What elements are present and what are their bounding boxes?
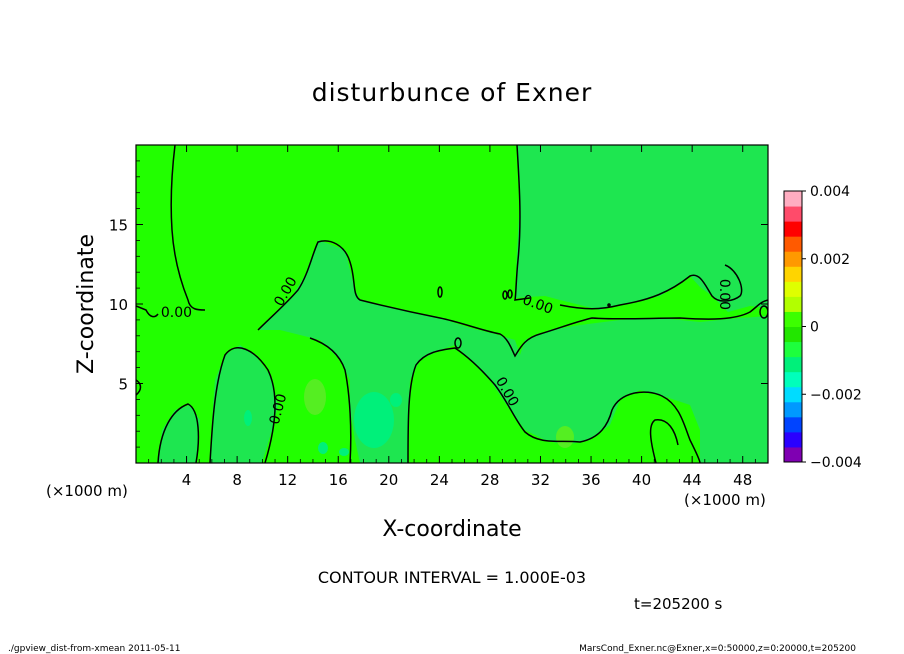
y-axis: 5 10 15 — [109, 160, 768, 448]
colorbar-tick-label: 0.004 — [810, 184, 850, 200]
colorbar-segment — [784, 296, 802, 312]
y-tick-label: 15 — [109, 217, 128, 235]
shade-region-upper-right — [515, 145, 768, 312]
contour-line-left-vertical — [170, 145, 206, 311]
colorbar-segment — [784, 431, 802, 448]
colorbar-tick-label: −0.004 — [810, 455, 862, 471]
x-tick-label: 40 — [632, 471, 651, 489]
y-tick-label: 10 — [109, 296, 128, 314]
x-axis-unit-right: (×1000 m) — [684, 491, 766, 509]
contour-loop-d — [454, 337, 462, 349]
footer-right: MarsCond_Exner.nc@Exner,x=0:50000,z=0:20… — [579, 644, 856, 654]
patch-e — [318, 442, 328, 454]
x-tick-label: 12 — [278, 471, 297, 489]
contour-label: 0.00 — [716, 279, 732, 310]
colorbar-segment — [784, 356, 802, 373]
x-tick-label: 44 — [683, 471, 702, 489]
colorbar-segment — [784, 371, 802, 388]
plot-area: 0.000.000.00 0.000.00 0.00 — [135, 144, 769, 464]
contour-loop-f — [607, 303, 611, 307]
contour-loop-a — [437, 286, 443, 298]
patch-d — [244, 410, 252, 426]
footer-left: ./gpview_dist-from-xmean 2011-05-11 — [8, 644, 180, 654]
contour-line-left-small — [136, 379, 142, 396]
contour-line-upper-right — [559, 264, 743, 310]
colorbar-segment — [784, 281, 802, 297]
x-tick-label: 48 — [733, 471, 752, 489]
x-tick-label: 24 — [430, 471, 449, 489]
y-tick-label: 5 — [118, 376, 128, 394]
patch-a — [304, 379, 326, 415]
contour-label: 0.00 — [161, 305, 192, 321]
x-tick-label: 36 — [581, 471, 600, 489]
patch-g — [390, 393, 402, 407]
colorbar-segment — [784, 341, 802, 358]
colorbar-segment — [784, 386, 802, 403]
colorbar-tick-label: 0 — [810, 320, 819, 336]
contour-line-far-right-bottom — [649, 419, 679, 463]
x-axis: 4 8 12 16 20 24 28 32 36 40 44 48 — [148, 145, 756, 489]
contour-line-upper-band — [257, 240, 768, 358]
colorbar-segment — [784, 221, 802, 237]
colorbar-segment — [784, 311, 802, 327]
patch-f — [339, 448, 349, 456]
contour-interval-note: CONTOUR INTERVAL = 1.000E-03 — [318, 568, 586, 587]
time-stamp: t=205200 s — [634, 595, 722, 613]
colorbar-segment — [784, 206, 802, 222]
x-tick-label: 28 — [480, 471, 499, 489]
shade-region-lower-left — [210, 345, 278, 463]
colorbar-segment — [784, 326, 802, 343]
colorbar-segment — [784, 251, 802, 267]
colorbar-segment — [784, 401, 802, 418]
x-tick-label: 4 — [182, 471, 192, 489]
contour-line-center-lobe — [309, 337, 352, 463]
x-tick-label: 8 — [232, 471, 242, 489]
contour-label: 0.00 — [267, 392, 291, 426]
shade-region-lower-far-left — [158, 405, 200, 463]
contour-loop-b — [502, 290, 508, 300]
x-axis-unit-left: (×1000 m) — [46, 482, 128, 500]
x-tick-label: 20 — [379, 471, 398, 489]
x-tick-label: 16 — [329, 471, 348, 489]
contour-line-lower-left-lobe — [209, 347, 276, 463]
contour-line-lower-far-left — [157, 403, 200, 463]
colorbar-tick-label: −0.002 — [810, 387, 862, 403]
x-axis-label: X-coordinate — [382, 517, 521, 542]
contour-loop-c — [507, 289, 513, 299]
contour-line-center-right — [407, 347, 701, 463]
contour-loop-e — [759, 305, 768, 319]
contour-line-right-vertical — [514, 145, 531, 301]
chart-title: disturbunce of Exner — [312, 78, 593, 107]
colorbar-segment — [784, 266, 802, 282]
patch-b — [354, 392, 394, 448]
x-tick-label: 32 — [531, 471, 550, 489]
colorbar-segment — [784, 416, 802, 433]
contour-line-left-edge — [136, 305, 159, 318]
colorbar-segment — [784, 236, 802, 252]
patch-c — [556, 426, 574, 448]
colorbar-segment — [784, 446, 802, 463]
colorbar-segment — [784, 191, 802, 207]
y-axis-label: Z-coordinate — [74, 234, 99, 374]
colorbar: 0.004 0.002 0 −0.002 −0.004 — [783, 184, 862, 471]
colorbar-tick-label: 0.002 — [810, 252, 850, 268]
